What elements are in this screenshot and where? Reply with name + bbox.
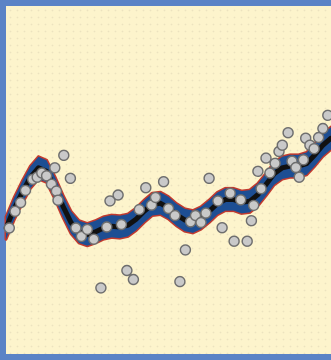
data-point (162, 202, 175, 215)
data-point (195, 216, 207, 229)
data-point (216, 221, 228, 234)
data-point (264, 167, 276, 179)
data-point (255, 182, 267, 195)
data-point (70, 222, 82, 234)
data-point (276, 139, 288, 151)
data-point (228, 235, 240, 247)
data-point (40, 170, 53, 182)
data-point (52, 194, 64, 206)
data-point (297, 154, 310, 166)
data-point (121, 264, 133, 277)
data-point (260, 152, 272, 164)
data-point (308, 142, 320, 155)
data-point (200, 207, 212, 219)
data-point (49, 162, 61, 174)
data-point (169, 209, 181, 222)
data-point (101, 221, 113, 233)
data-point (112, 189, 124, 201)
data-point (241, 235, 253, 247)
data-point (88, 233, 100, 245)
data-point (234, 194, 247, 206)
data-point (282, 126, 294, 139)
data-points (3, 109, 331, 294)
data-point (14, 196, 27, 209)
data-point (157, 175, 170, 188)
data-point (58, 149, 70, 162)
data-point (224, 187, 236, 199)
data-point (81, 223, 94, 236)
data-point (149, 191, 162, 204)
data-point (252, 165, 264, 178)
data-point (115, 218, 128, 231)
data-point (269, 157, 281, 170)
data-point (322, 109, 331, 121)
data-point (95, 282, 107, 294)
data-point (19, 184, 32, 197)
data-point (64, 172, 77, 185)
data-point (104, 195, 116, 207)
data-point (140, 181, 152, 194)
data-point (179, 244, 192, 256)
data-point (3, 222, 16, 234)
data-point (50, 185, 63, 197)
data-point (293, 171, 305, 183)
data-point (290, 161, 302, 174)
data-point (312, 131, 325, 144)
data-point (133, 203, 146, 216)
data-point (203, 172, 215, 185)
data-point (247, 199, 260, 212)
data-point (245, 214, 258, 227)
data-point (317, 122, 329, 135)
data-point (127, 273, 140, 286)
data-point (212, 195, 224, 207)
data-point (174, 275, 186, 288)
data-point (9, 205, 21, 218)
confidence-band-edge (4, 125, 331, 248)
